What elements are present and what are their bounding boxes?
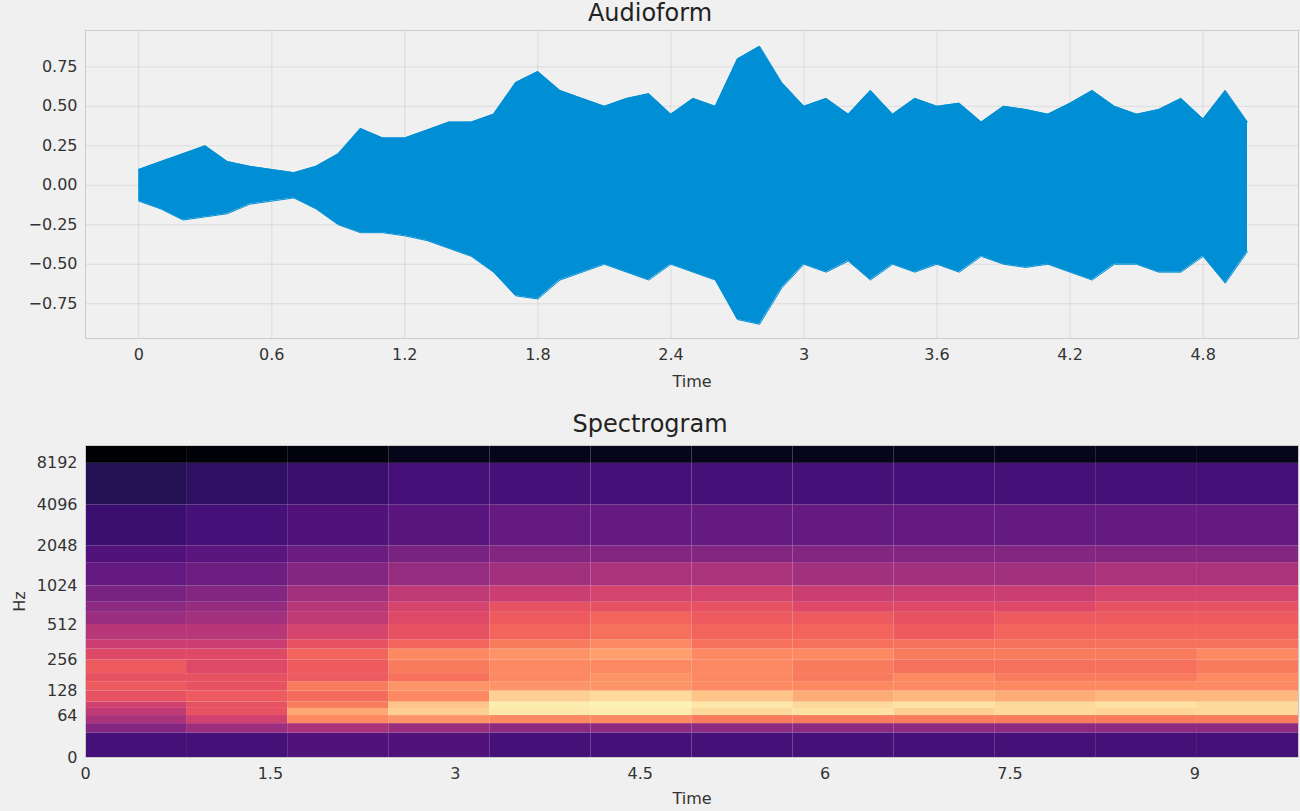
svg-text:−0.75: −0.75 (28, 294, 77, 313)
svg-text:0.6: 0.6 (259, 345, 284, 364)
svg-text:1024: 1024 (37, 576, 78, 595)
svg-text:4.2: 4.2 (1057, 345, 1082, 364)
svg-text:1.8: 1.8 (525, 345, 550, 364)
svg-text:2048: 2048 (37, 536, 78, 555)
svg-text:1.5: 1.5 (258, 764, 283, 783)
svg-text:512: 512 (47, 615, 78, 634)
svg-text:0: 0 (134, 345, 144, 364)
svg-text:4096: 4096 (37, 495, 78, 514)
html-text:Audioform: Audioform (587, 0, 713, 27)
svg-text:Time: Time (671, 372, 711, 391)
svg-text:9: 9 (1190, 764, 1200, 783)
svg-text:128: 128 (47, 681, 78, 700)
svg-text:8192: 8192 (37, 453, 78, 472)
svg-text:7.5: 7.5 (997, 764, 1022, 783)
svg-text:0: 0 (67, 748, 77, 767)
svg-text:Hz: Hz (10, 591, 29, 611)
svg-text:2.4: 2.4 (658, 345, 683, 364)
svg-text:4.8: 4.8 (1190, 345, 1215, 364)
svg-text:0.50: 0.50 (42, 96, 78, 115)
svg-text:6: 6 (820, 764, 830, 783)
svg-text:0.75: 0.75 (42, 57, 78, 76)
svg-text:3.6: 3.6 (924, 345, 949, 364)
svg-text:1.2: 1.2 (392, 345, 417, 364)
svg-text:256: 256 (47, 650, 78, 669)
svg-text:3: 3 (450, 764, 460, 783)
svg-text:0: 0 (80, 764, 90, 783)
svg-text:Time: Time (671, 789, 711, 808)
svg-text:−0.25: −0.25 (28, 215, 77, 234)
svg-text:0.25: 0.25 (42, 136, 78, 155)
svg-text:3: 3 (799, 345, 809, 364)
svg-text:0.00: 0.00 (42, 175, 78, 194)
svg-text:4.5: 4.5 (627, 764, 652, 783)
svg-text:64: 64 (57, 706, 77, 725)
html-text:Spectrogram: Spectrogram (572, 410, 728, 438)
svg-text:−0.50: −0.50 (28, 254, 77, 273)
